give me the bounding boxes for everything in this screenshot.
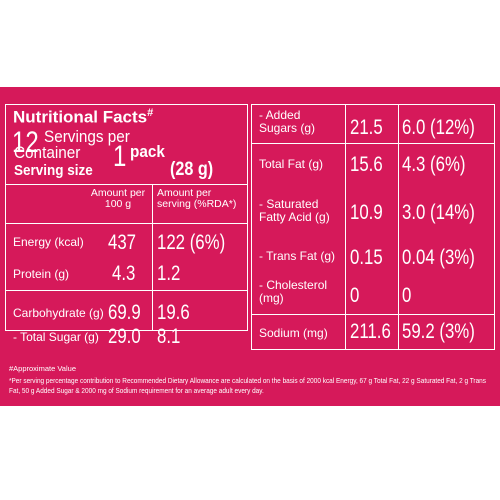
- row-carb-label: Carbohydrate (g): [13, 306, 104, 320]
- row-added-sugar-per100: 21.5: [350, 116, 383, 139]
- protein-divider: [5, 290, 248, 291]
- row-sugar-per100: 29.0: [108, 325, 141, 348]
- added-sugar-divider: [251, 143, 495, 144]
- row-energy-per100: 437: [108, 231, 137, 254]
- left-col-divider: [152, 184, 153, 331]
- col-perserving-header: Amount per serving (%RDA*): [157, 187, 237, 210]
- nutrition-title: Nutritional Facts#: [13, 107, 154, 127]
- header-divider: [5, 184, 248, 185]
- row-energy-label: Energy (kcal): [13, 235, 84, 249]
- row-cholesterol-label: - Cholesterol (mg): [259, 278, 328, 305]
- col-header-divider: [5, 223, 248, 224]
- row-total-fat-per100: 15.6: [350, 153, 383, 176]
- row-sugar-perserving: 8.1: [157, 325, 181, 348]
- nutrition-panel: Nutritional Facts# 12 Servings per Conta…: [0, 87, 500, 406]
- row-total-fat-label: Total Fat (g): [259, 157, 324, 171]
- serving-size-count: 1: [113, 140, 127, 173]
- right-col-divider: [398, 104, 399, 350]
- row-sodium-label: Sodium (mg): [259, 326, 328, 340]
- row-sodium-per100: 211.6: [350, 320, 391, 343]
- serving-size-weight: (28 g): [170, 159, 214, 180]
- left-nutrition-table: [5, 104, 248, 331]
- row-energy-perserving: 122 (6%): [157, 231, 226, 254]
- col-per100-header: Amount per 100 g: [90, 187, 146, 210]
- right-nutrition-table: [251, 104, 495, 350]
- row-trans-fat-label: - Trans Fat (g): [259, 249, 336, 263]
- row-sat-fat-label: - Saturated Fatty Acid (g): [259, 197, 330, 224]
- servings-line2: Container: [14, 143, 81, 162]
- row-sat-fat-per100: 10.9: [350, 201, 383, 224]
- row-sat-fat-perserving: 3.0 (14%): [402, 201, 475, 224]
- row-protein-perserving: 1.2: [157, 262, 181, 285]
- servings-count: 12: [12, 126, 39, 159]
- row-carb-per100: 69.9: [108, 301, 141, 324]
- row-total-fat-perserving: 4.3 (6%): [402, 153, 466, 176]
- row-protein-label: Protein (g): [13, 267, 70, 281]
- row-added-sugar-label: - Added Sugars (g): [259, 108, 316, 135]
- sodium-divider: [251, 314, 495, 315]
- servings-line1: Servings per: [44, 127, 130, 146]
- row-trans-fat-per100: 0.15: [350, 246, 383, 269]
- row-sugar-label: - Total Sugar (g): [13, 330, 99, 344]
- row-cholesterol-per100: 0: [350, 284, 360, 307]
- row-protein-per100: 4.3: [112, 262, 136, 285]
- footnote-approx: #Approximate Value: [9, 364, 76, 373]
- row-cholesterol-perserving: 0: [402, 284, 412, 307]
- row-trans-fat-perserving: 0.04 (3%): [402, 246, 475, 269]
- footnote-rda-line2: Fat, 50 g Added Sugar & 2000 mg of Sodiu…: [9, 386, 264, 395]
- row-added-sugar-perserving: 6.0 (12%): [402, 116, 475, 139]
- row-sodium-perserving: 59.2 (3%): [402, 320, 475, 343]
- serving-size-label: Serving size: [14, 162, 93, 179]
- right-name-divider: [345, 104, 346, 350]
- serving-size-unit: pack: [130, 142, 165, 161]
- footnote-rda-line1: *Per serving percentage contribution to …: [9, 376, 486, 385]
- row-carb-perserving: 19.6: [157, 301, 190, 324]
